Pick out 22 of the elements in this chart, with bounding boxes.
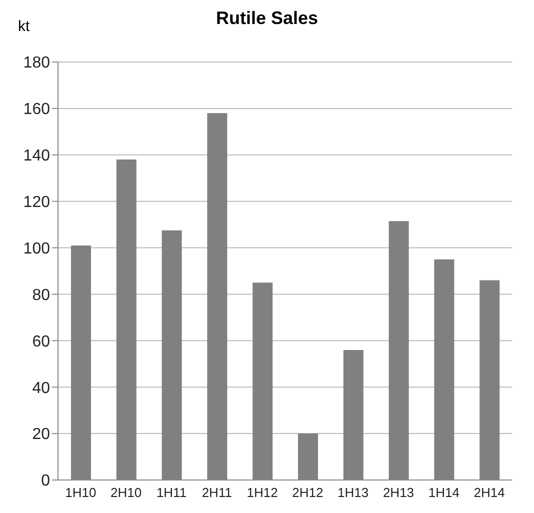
y-axis-title: kt [18, 18, 30, 35]
y-tick-label: 0 [41, 472, 50, 490]
y-tick-label: 60 [32, 333, 50, 350]
chart-title: Rutile Sales [216, 8, 318, 28]
x-tick-label: 1H12 [246, 485, 278, 500]
x-tick-label: 1H10 [65, 485, 96, 500]
x-tick-label: 2H10 [110, 485, 142, 500]
y-tick-label: 180 [23, 54, 50, 72]
x-tick-label: 1H11 [156, 485, 187, 500]
y-tick-label: 100 [23, 240, 50, 258]
y-tick-label: 160 [23, 101, 50, 118]
x-tick-label: 2H12 [292, 485, 324, 500]
y-tick-label: 120 [23, 194, 50, 212]
y-tick-label: 140 [23, 148, 50, 165]
x-tick-label: 2H14 [474, 485, 505, 500]
x-tick-label: 1H13 [338, 485, 369, 500]
x-tick-label: 2H11 [202, 485, 232, 500]
x-tick-label: 2H13 [382, 485, 414, 500]
x-tick-label: 1H14 [428, 485, 460, 500]
y-tick-label: 80 [32, 286, 50, 304]
y-tick-label: 40 [32, 380, 50, 397]
y-tick-label: 20 [32, 426, 50, 444]
